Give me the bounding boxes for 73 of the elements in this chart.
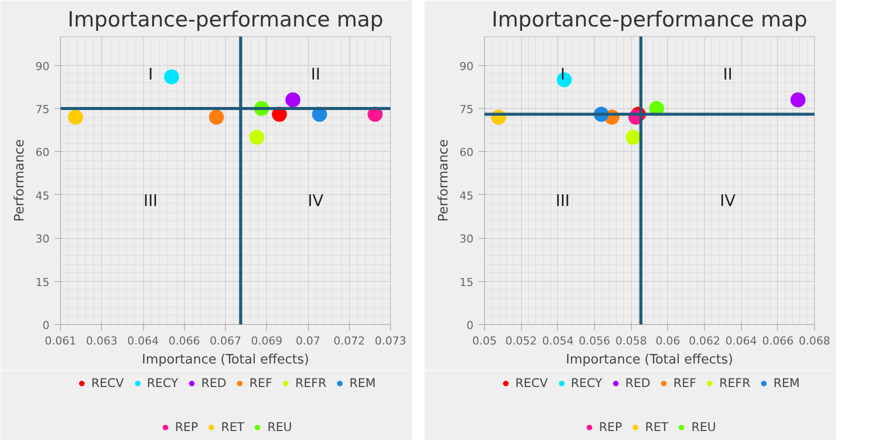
y-tick-label: 45 bbox=[460, 189, 474, 202]
y-tick-label: 30 bbox=[36, 232, 50, 246]
y-tick-label: 15 bbox=[36, 276, 50, 289]
legend-label: RECV bbox=[515, 376, 548, 390]
x-tick-label: 0.066 bbox=[762, 334, 794, 348]
y-tick-label: 75 bbox=[460, 103, 474, 116]
x-tick-label: 0.07 bbox=[296, 334, 320, 348]
x-tick-label: 0.056 bbox=[578, 334, 610, 348]
y-tick-label: 30 bbox=[460, 232, 474, 246]
x-tick-label: 0.069 bbox=[251, 334, 283, 348]
x-tick-label: 0.072 bbox=[334, 334, 366, 348]
annotation: II bbox=[310, 64, 320, 84]
y-axis-title: Performance bbox=[436, 139, 452, 222]
x-tick-label: 0.06 bbox=[656, 334, 680, 348]
x-tick-label: 0.062 bbox=[688, 334, 720, 348]
legend-label: RECY bbox=[570, 376, 602, 390]
annotation: III bbox=[143, 191, 158, 210]
legend-label: REFR bbox=[719, 376, 750, 390]
legend-label: RET bbox=[221, 420, 244, 434]
x-tick-label: 0.061 bbox=[44, 334, 76, 348]
x-tick-label: 0.066 bbox=[168, 334, 200, 348]
legend-label: REFR bbox=[295, 376, 326, 390]
annotation: II bbox=[722, 64, 732, 84]
legend-label: REP bbox=[174, 420, 198, 434]
x-tick-label: 0.064 bbox=[127, 334, 159, 348]
legend-label: REF bbox=[249, 376, 272, 390]
x-tick-label: 0.068 bbox=[798, 334, 830, 348]
y-tick-label: 90 bbox=[36, 60, 50, 73]
x-axis-title: Importance (Total effects) bbox=[566, 352, 734, 368]
annotation: IV bbox=[720, 191, 736, 210]
point bbox=[285, 92, 300, 108]
legend-label: REM bbox=[349, 376, 376, 390]
point bbox=[208, 110, 224, 125]
legend-label: RED bbox=[201, 376, 226, 390]
annotation: III bbox=[556, 191, 570, 210]
chart-title: Importance-performance map bbox=[492, 8, 808, 32]
x-tick-label: 0.073 bbox=[374, 334, 406, 348]
x-tick-label: 0.052 bbox=[505, 334, 537, 348]
x-tick-label: 0.058 bbox=[615, 334, 647, 348]
y-tick-label: 0 bbox=[466, 319, 474, 332]
legend-label: REF bbox=[673, 376, 696, 390]
y-tick-label: 90 bbox=[460, 60, 474, 73]
legend-label: REP bbox=[598, 420, 622, 434]
y-tick-label: 75 bbox=[36, 103, 50, 116]
annotation: IV bbox=[308, 191, 324, 210]
legend-label: RET bbox=[645, 420, 668, 434]
legend-label: RED bbox=[625, 376, 650, 390]
x-tick-label: 0.063 bbox=[86, 334, 118, 348]
y-tick-label: 45 bbox=[36, 189, 50, 202]
point bbox=[626, 130, 641, 145]
x-tick-label: 0.067 bbox=[210, 334, 242, 348]
x-tick-label: 0.05 bbox=[472, 334, 497, 348]
point bbox=[68, 110, 84, 125]
point bbox=[556, 72, 572, 88]
legend-label: REU bbox=[267, 420, 292, 434]
y-tick-label: 60 bbox=[460, 146, 474, 160]
y-tick-label: 15 bbox=[460, 276, 474, 289]
x-tick-label: 0.064 bbox=[725, 334, 757, 348]
y-tick-label: 60 bbox=[36, 146, 50, 160]
point bbox=[164, 69, 180, 84]
point bbox=[790, 92, 806, 108]
y-tick-label: 0 bbox=[42, 319, 50, 332]
y-axis-title: Performance bbox=[12, 139, 28, 222]
legend-label: REU bbox=[691, 420, 716, 434]
annotation: I bbox=[148, 64, 153, 84]
x-tick-label: 0.054 bbox=[542, 334, 574, 348]
x-axis-title: Importance (Total effects) bbox=[142, 352, 310, 368]
point bbox=[249, 130, 264, 145]
chart-title: Importance-performance map bbox=[68, 8, 384, 32]
annotation: I bbox=[560, 64, 566, 84]
legend-label: REM bbox=[773, 376, 800, 390]
legend-label: RECV bbox=[91, 376, 124, 390]
legend-label: RECY bbox=[146, 376, 178, 390]
